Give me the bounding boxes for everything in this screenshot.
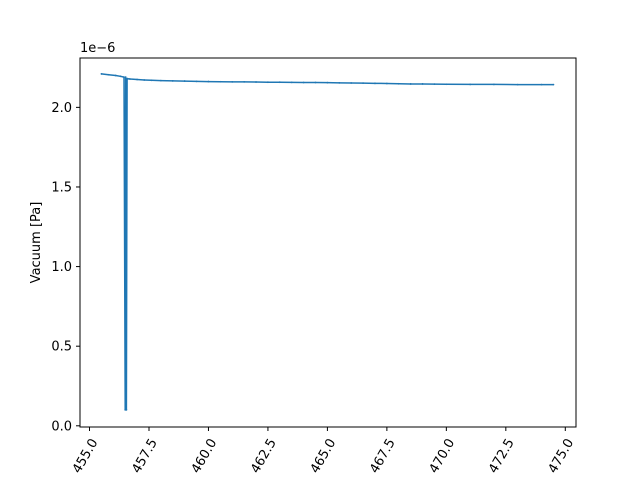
axes-frame: [79, 57, 577, 428]
data-point: [290, 81, 293, 84]
data-point: [338, 81, 341, 84]
y-axis-ticks: 0.0 0.5 1.0 1.5 2.0: [51, 101, 80, 434]
data-point: [397, 82, 400, 85]
data-point: [516, 83, 519, 86]
series-line-0: [101, 73, 554, 411]
x-tick-label: 475.0: [546, 436, 578, 476]
plot-area: [79, 57, 577, 428]
data-point: [125, 408, 128, 411]
x-tick-label: 472.5: [486, 436, 518, 476]
data-point: [119, 75, 122, 78]
y-tick-label: 1.5: [51, 180, 72, 195]
data-point: [195, 80, 198, 83]
data-point: [100, 73, 103, 75]
data-point: [540, 83, 543, 86]
data-point: [243, 80, 246, 83]
data-point: [469, 83, 472, 86]
data-point: [445, 83, 448, 86]
data-point: [183, 80, 186, 82]
y-tick-label: 0.5: [51, 340, 72, 355]
y-tick-label: 1.0: [51, 260, 72, 275]
x-tick-label: 462.5: [248, 436, 280, 476]
data-point: [150, 79, 153, 82]
data-point: [126, 77, 129, 80]
data-point: [255, 81, 257, 83]
x-axis-ticks: 455.0 457.5 460.0 462.5 465.0 467.5 470.0 472.5…: [70, 427, 577, 476]
data-point: [267, 81, 269, 84]
x-tick-label: 460.0: [189, 436, 221, 476]
data-point: [552, 83, 555, 86]
data-point: [123, 76, 125, 79]
data-point: [159, 79, 162, 82]
data-point: [362, 82, 364, 85]
data-point: [114, 74, 117, 77]
y-offset-label: 1e−6: [80, 41, 115, 56]
y-tick-label: 2.0: [51, 101, 72, 116]
data-point: [421, 83, 424, 85]
data-point: [409, 83, 412, 85]
data-point: [493, 83, 495, 86]
data-point: [107, 73, 110, 76]
data-point: [326, 81, 329, 84]
data-point: [314, 81, 317, 84]
data-point: [129, 78, 131, 80]
data-point: [219, 80, 222, 83]
data-point: [171, 80, 174, 82]
data-point: [433, 83, 436, 86]
data-point: [278, 81, 281, 84]
data-point: [385, 82, 388, 85]
data-point: [374, 82, 376, 85]
x-tick-label: 457.5: [129, 436, 161, 476]
y-axis-label: Vacuum [Pa]: [29, 202, 44, 284]
x-tick-label: 470.0: [427, 436, 459, 476]
data-point: [124, 76, 127, 79]
data-point: [207, 80, 210, 83]
data-point: [136, 78, 138, 81]
y-tick-label: 0.0: [51, 419, 72, 434]
data-point: [350, 82, 353, 84]
x-tick-label: 455.0: [70, 436, 102, 476]
x-tick-label: 467.5: [367, 436, 399, 476]
data-point: [143, 79, 146, 81]
data-point: [302, 81, 305, 84]
data-layer: [100, 73, 555, 411]
data-point: [231, 80, 234, 83]
x-tick-label: 465.0: [308, 436, 340, 476]
